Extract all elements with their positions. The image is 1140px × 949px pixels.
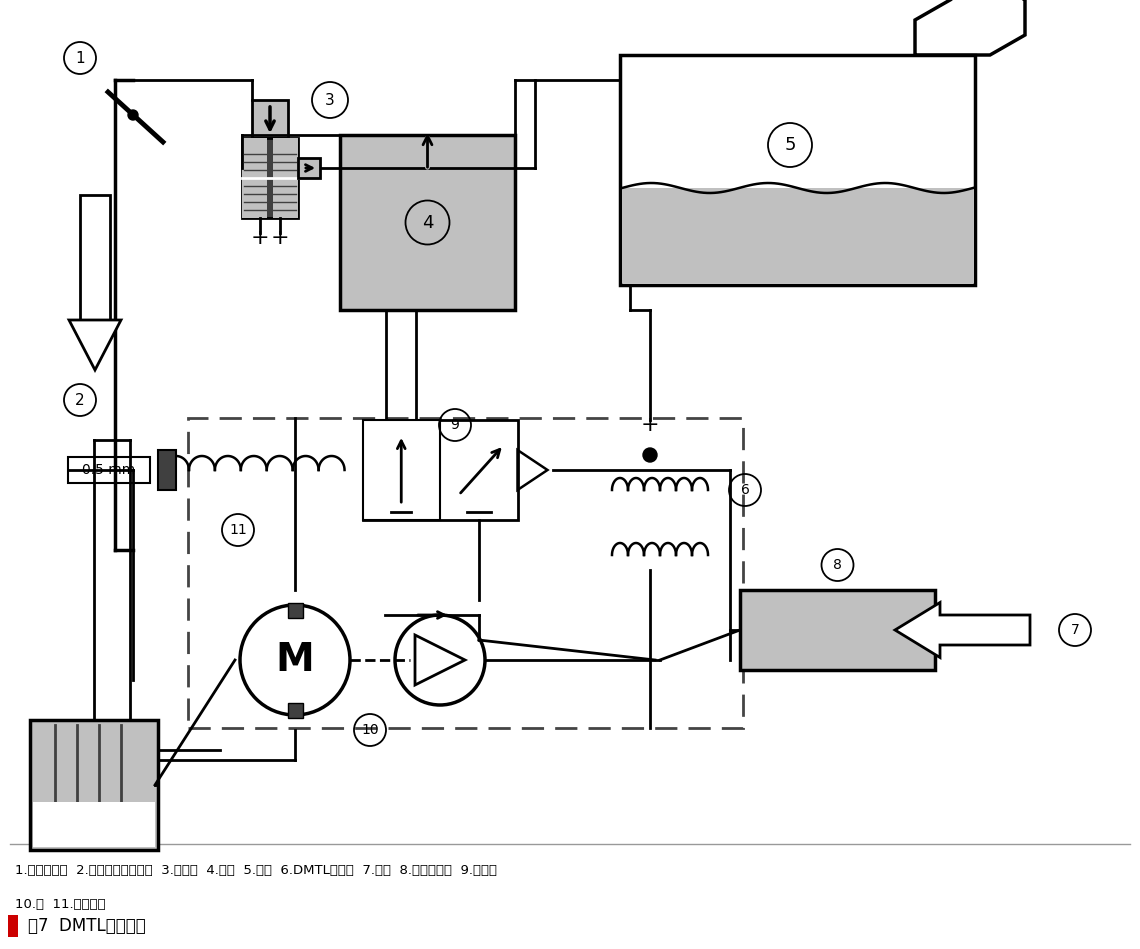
Bar bbox=[33, 802, 155, 847]
Bar bbox=[363, 420, 440, 520]
Text: 9: 9 bbox=[450, 418, 459, 432]
Text: +: + bbox=[270, 228, 290, 248]
Text: +: + bbox=[251, 228, 269, 248]
Text: 4: 4 bbox=[422, 214, 433, 232]
Bar bbox=[272, 138, 298, 218]
Text: 1: 1 bbox=[75, 50, 84, 65]
Polygon shape bbox=[415, 635, 465, 685]
Bar bbox=[298, 158, 320, 178]
Bar bbox=[30, 720, 158, 850]
Text: 6: 6 bbox=[741, 483, 749, 497]
Polygon shape bbox=[70, 320, 121, 370]
Bar bbox=[158, 450, 176, 490]
Bar bbox=[620, 55, 975, 285]
FancyArrow shape bbox=[895, 603, 1031, 658]
Text: 11: 11 bbox=[229, 523, 247, 537]
Bar bbox=[242, 138, 267, 218]
Text: 10.泵  11.基准孔口: 10.泵 11.基准孔口 bbox=[15, 898, 106, 910]
Bar bbox=[363, 420, 518, 520]
Circle shape bbox=[128, 110, 138, 120]
Text: 8: 8 bbox=[833, 558, 842, 572]
Bar bbox=[8, 915, 18, 937]
Bar bbox=[80, 195, 109, 320]
Text: +: + bbox=[641, 415, 659, 435]
Bar bbox=[188, 418, 743, 728]
Bar bbox=[622, 188, 974, 283]
Text: 2: 2 bbox=[75, 393, 84, 407]
Bar bbox=[252, 100, 288, 138]
Bar bbox=[287, 603, 302, 618]
Text: 5: 5 bbox=[784, 136, 796, 154]
Text: 10: 10 bbox=[361, 723, 378, 737]
Bar bbox=[287, 702, 302, 717]
Text: 3: 3 bbox=[325, 92, 335, 107]
Bar bbox=[340, 135, 515, 310]
Circle shape bbox=[643, 448, 657, 462]
Text: 7: 7 bbox=[1070, 623, 1080, 637]
Bar bbox=[68, 457, 150, 483]
Bar bbox=[740, 590, 935, 670]
Bar bbox=[242, 138, 298, 218]
Text: M: M bbox=[276, 641, 315, 679]
Text: 0.5 mm: 0.5 mm bbox=[82, 463, 136, 477]
Text: 1.节气门阀板  2.进入发动机的气流  3.清污阀  4.炭罐  5.油筱  6.DMTL泵总成  7.进气  8.空气滤清器  9.切换阀: 1.节气门阀板 2.进入发动机的气流 3.清污阀 4.炭罐 5.油筱 6.DMT… bbox=[15, 865, 497, 878]
Text: 图7  DMTL系统停用: 图7 DMTL系统停用 bbox=[28, 917, 146, 935]
